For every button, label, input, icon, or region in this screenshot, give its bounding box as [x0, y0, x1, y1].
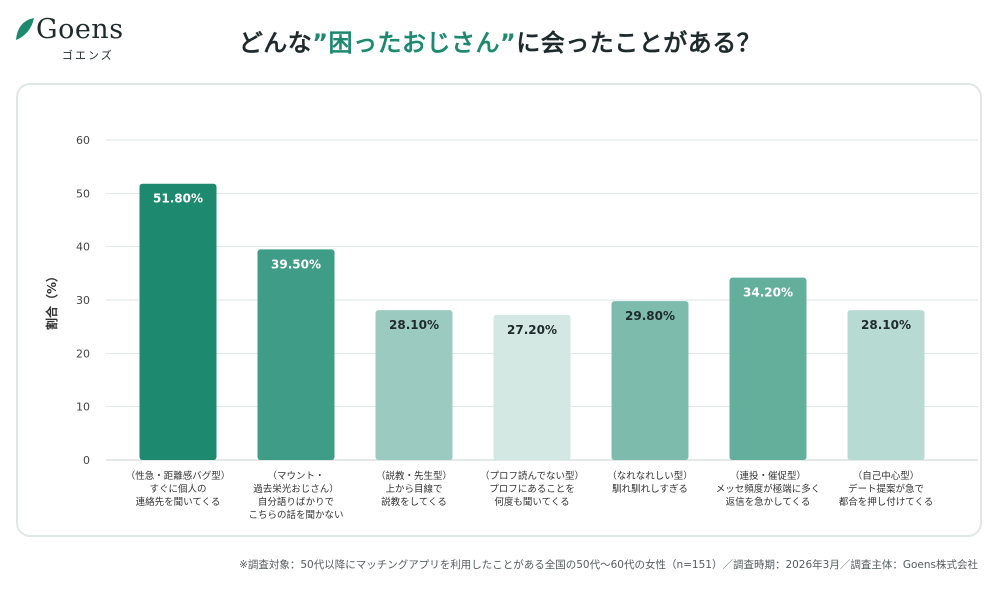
brand-logo: Goens ゴエンズ [14, 14, 154, 64]
bar [493, 314, 571, 460]
title-highlight: ”困ったおじさん” [312, 29, 517, 57]
category-label: （自己中心型）デート提案が急で都合を押し付けてくる [839, 470, 934, 508]
category-label-line: （なれなれしい型） [607, 470, 693, 482]
bar [139, 183, 217, 460]
category-label: （プロフ読んでない型） プロフにあることを何度も聞いてくる [480, 470, 584, 508]
bar [611, 301, 689, 460]
data-label: 34.20% [743, 286, 793, 300]
y-tick-label: 60 [76, 134, 90, 147]
bar [375, 310, 453, 460]
data-label: 27.20% [507, 323, 557, 337]
bar [847, 310, 925, 460]
chart-panel: 0 10 20 30 40 50 60 割合（%） 51.80% （性急・距離感バグ型）すぐに個人… [16, 83, 982, 537]
title-suffix: に会ったことがある？ [516, 29, 762, 57]
y-tick-label: 20 [76, 347, 90, 360]
category-label-line: 何度も聞いてくる [494, 496, 569, 508]
y-tick-label: 10 [76, 401, 90, 414]
category-label-line: プロフにあることを [489, 484, 575, 495]
category-label: （説教・先生型）上から目線で説教をしてくる [376, 470, 452, 508]
category-label-line: 連絡先を聞いてくる [136, 496, 221, 508]
category-label-line: デート提案が急で [848, 483, 924, 495]
category-label-line: 上から目線で [385, 483, 442, 495]
category-label-line: 自分語りばかりで [258, 496, 334, 508]
data-label: 28.10% [389, 318, 439, 332]
category-label-line: 返信を急かしてくる [726, 496, 811, 508]
title-prefix: どんな [238, 29, 313, 57]
data-label: 51.80% [153, 192, 203, 206]
data-label: 39.50% [271, 257, 321, 271]
category-label: （性急・距離感バグ型）すぐに個人の連絡先を聞いてくる [126, 470, 231, 508]
category-label-line: （マウント・ [267, 470, 324, 482]
bar-chart: 0 10 20 30 40 50 60 割合（%） 51.80% （性急・距離感バグ型）すぐに個人… [44, 134, 978, 521]
category-label-line: （連投・催促型） [730, 470, 806, 482]
brand-name: Goens [36, 14, 124, 45]
y-tick-label: 0 [83, 454, 90, 467]
leaf-icon [16, 18, 34, 40]
category-label-line: 説教をしてくる [381, 496, 447, 508]
category-label-line: すぐに個人の [149, 483, 206, 495]
category-label-line: 都合を押し付けてくる [839, 496, 934, 508]
bar [729, 277, 807, 460]
page-title: どんな”困ったおじさん”に会ったことがある？ [0, 26, 1000, 60]
data-label: 28.10% [861, 318, 911, 332]
category-label: （マウント・過去栄光おじさん）自分語りばかりでこちらの話を聞かない [248, 470, 343, 521]
brand-katakana: ゴエンズ [62, 49, 114, 62]
survey-footnote: ※調査対象：50代以降にマッチングアプリを利用したことがある全国の50代〜60代… [239, 559, 978, 571]
category-label-line: こちらの話を聞かない [248, 509, 343, 521]
category-label-line: （性急・距離感バグ型） [126, 470, 231, 482]
y-tick-label: 50 [76, 187, 90, 200]
y-axis-label: 割合（%） [44, 270, 59, 330]
category-label: （なれなれしい型）馴れ馴れしすぎる [607, 470, 693, 495]
y-tick-label: 30 [76, 294, 90, 307]
category-label-line: （自己中心型） [853, 470, 920, 482]
bar [257, 249, 335, 460]
category-label-line: （プロフ読んでない型） [480, 470, 584, 482]
category-label-line: （説教・先生型） [376, 470, 452, 482]
data-label: 29.80% [625, 309, 675, 323]
category-label-line: 過去栄光おじさん） [253, 483, 339, 495]
y-tick-label: 40 [76, 241, 90, 254]
category-label-line: メッセ頻度が極端に多く [716, 483, 821, 495]
category-label-line: 馴れ馴れしすぎる [612, 483, 688, 495]
category-label: （連投・催促型）メッセ頻度が極端に多く返信を急かしてくる [716, 470, 821, 508]
